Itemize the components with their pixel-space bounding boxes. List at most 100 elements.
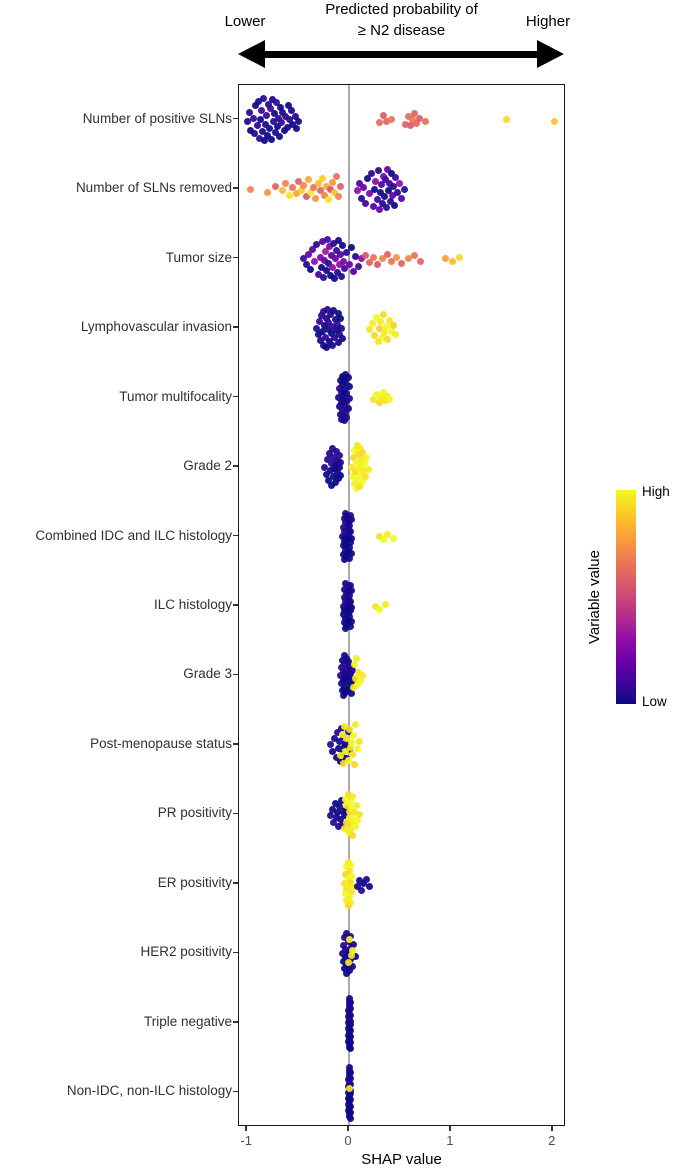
shap-point	[286, 116, 294, 124]
shap-point	[323, 182, 331, 190]
shap-point	[380, 172, 388, 180]
shap-point	[306, 188, 314, 196]
shap-point	[327, 741, 335, 749]
shap-point	[340, 611, 348, 619]
shap-point	[345, 662, 353, 670]
shap-point	[344, 790, 352, 798]
shap-point	[314, 180, 322, 188]
shap-point	[319, 327, 327, 335]
shap-point	[268, 136, 276, 144]
shap-point	[346, 1074, 354, 1082]
shap-point	[341, 812, 349, 820]
shap-point	[255, 134, 263, 142]
shap-point	[340, 523, 348, 531]
shap-point	[394, 189, 402, 197]
shap-point	[279, 187, 287, 195]
shap-point	[318, 312, 325, 320]
shap-point	[347, 244, 355, 252]
shap-point	[379, 200, 387, 208]
shap-point	[333, 813, 341, 821]
shap-point	[344, 756, 352, 764]
arrow-higher-label: Higher	[525, 13, 571, 30]
shap-point	[324, 455, 332, 463]
shap-point	[349, 732, 357, 740]
shap-point	[316, 336, 324, 344]
shap-point	[289, 184, 297, 192]
y-axis-tick	[233, 1021, 238, 1023]
shap-point	[346, 826, 354, 834]
shap-point	[299, 182, 307, 189]
shap-point	[355, 462, 363, 470]
shap-point	[346, 878, 354, 886]
shap-point	[346, 743, 354, 751]
shap-point	[335, 823, 343, 831]
shap-point	[260, 137, 268, 145]
shap-point	[304, 250, 312, 258]
y-axis-tick	[233, 117, 238, 120]
shap-point	[359, 184, 367, 192]
shap-point	[346, 527, 354, 535]
shap-point	[332, 462, 340, 470]
shap-point	[347, 516, 355, 524]
shap-point	[276, 133, 284, 141]
shap-point	[333, 753, 341, 761]
shap-point	[344, 404, 352, 412]
shap-point	[329, 178, 337, 186]
shap-point	[342, 670, 350, 678]
shap-point	[340, 942, 348, 950]
shap-point	[310, 258, 318, 266]
shap-point	[384, 165, 392, 173]
shap-point	[377, 188, 385, 196]
shap-point	[346, 1033, 354, 1041]
shap-point	[292, 190, 300, 198]
shap-point	[326, 449, 334, 457]
shap-point	[374, 196, 382, 204]
shap-point	[390, 183, 398, 191]
shap-point	[338, 324, 346, 332]
shap-point	[369, 395, 377, 403]
shap-point	[365, 258, 373, 266]
shap-point	[372, 602, 379, 610]
shap-point	[274, 122, 282, 130]
shap-point	[302, 193, 310, 201]
shap-point	[389, 191, 397, 199]
shap-point	[246, 126, 254, 134]
y-axis-label: ER positivity	[157, 874, 232, 890]
shap-point	[337, 458, 345, 466]
shap-point	[351, 675, 359, 683]
shap-point	[442, 255, 450, 263]
shap-point	[345, 1085, 353, 1093]
shap-point	[369, 253, 377, 261]
shap-point	[272, 129, 280, 137]
shap-point	[320, 274, 328, 282]
shap-point	[253, 122, 261, 130]
shap-point	[551, 117, 559, 125]
shap-point	[341, 965, 349, 973]
shap-point	[346, 861, 354, 869]
shap-point	[388, 169, 396, 177]
shap-point	[289, 120, 297, 128]
shap-point	[353, 187, 361, 195]
shap-point	[383, 323, 391, 331]
shap-point	[350, 761, 358, 769]
y-axis-tick	[233, 187, 238, 189]
shap-point	[342, 871, 350, 879]
shap-point	[346, 1114, 354, 1122]
shap-point	[326, 338, 334, 346]
shap-point	[344, 959, 352, 967]
shap-point	[503, 116, 511, 124]
shap-point	[334, 268, 342, 276]
shap-point	[378, 394, 386, 402]
shap-point	[312, 241, 320, 249]
shap-point	[340, 759, 348, 767]
shap-point	[328, 330, 336, 338]
shap-point	[265, 100, 273, 108]
shap-point	[348, 793, 356, 801]
y-axis-tick	[233, 395, 238, 398]
shap-point	[322, 248, 330, 256]
shap-point	[335, 339, 343, 347]
shap-point	[338, 272, 346, 280]
shap-point	[333, 173, 341, 181]
shap-point	[380, 111, 388, 119]
shap-point	[376, 119, 384, 127]
